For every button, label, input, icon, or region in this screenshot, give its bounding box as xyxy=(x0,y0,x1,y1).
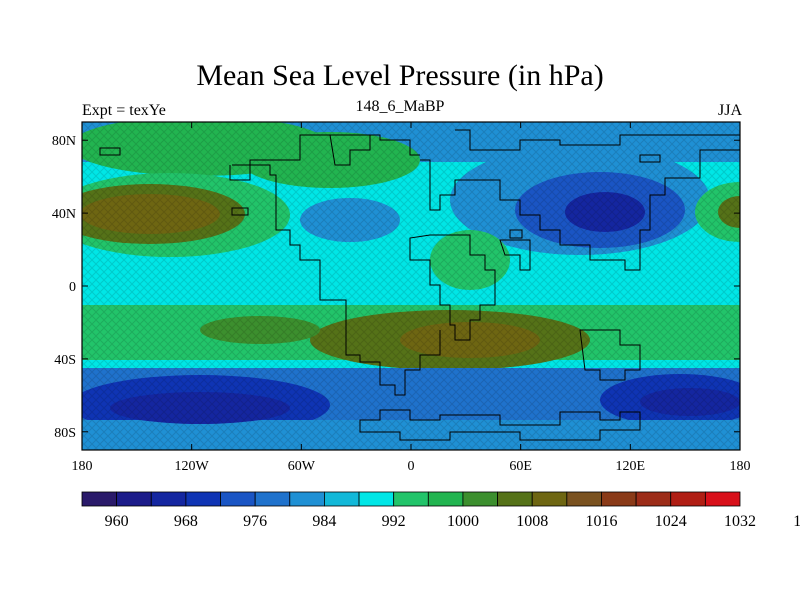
y-tick-label: 0 xyxy=(69,280,76,295)
x-tick-label: 180 xyxy=(72,459,93,474)
colorbar-swatch xyxy=(150,491,187,507)
y-tick-label: 80S xyxy=(54,426,76,441)
colorbar-swatch xyxy=(185,491,221,507)
coast-greenland xyxy=(329,134,371,166)
colorbar-swatch xyxy=(670,491,706,507)
colorbar-swatch xyxy=(116,491,152,507)
colorbar-label: 1000 xyxy=(447,513,479,530)
map-title: Mean Sea Level Pressure (in hPa) xyxy=(196,59,604,92)
colorbar-label: 1008 xyxy=(516,513,548,530)
colorbar-label: 960 xyxy=(105,513,129,530)
colorbar-label: 1016 xyxy=(585,513,617,530)
map-axes: 180 120W 60W 0 60E 120E 180 80N 40N 0 40S 80S xyxy=(52,122,751,474)
coast-islands xyxy=(99,147,661,239)
colorbar-swatch xyxy=(358,491,395,507)
colorbar-swatch xyxy=(81,491,118,507)
colorbar-swatch xyxy=(393,491,429,507)
colorbar-swatch xyxy=(462,491,498,507)
colorbar-swatch xyxy=(427,491,464,507)
colorbar-swatch xyxy=(704,491,741,507)
coast-europe-asia xyxy=(420,129,740,271)
coast-antarctica xyxy=(359,409,641,441)
colorbar-swatch xyxy=(635,491,672,507)
coast-americas xyxy=(232,164,441,396)
y-tick-label: 40N xyxy=(52,207,76,222)
season-label: JJA xyxy=(717,102,742,119)
coast-india xyxy=(499,239,531,271)
colorbar-label: 1024 xyxy=(655,513,687,530)
colorbar-swatch xyxy=(289,491,325,507)
colorbar-swatch xyxy=(601,491,637,507)
colorbar-label: 1040 xyxy=(793,513,800,530)
experiment-label: Expt = texYe xyxy=(82,102,166,119)
colorbar-swatch xyxy=(497,491,533,507)
field-hatching xyxy=(82,122,740,450)
x-tick-label: 120W xyxy=(175,459,210,474)
colorbar-swatch xyxy=(324,491,360,507)
coast-australia xyxy=(579,329,641,381)
colorbar-swatch xyxy=(220,491,256,507)
coast-north xyxy=(229,134,420,181)
pressure-field xyxy=(82,122,740,450)
time-label: 148_6_MaBP xyxy=(355,98,445,115)
colorbar-swatch xyxy=(566,491,602,507)
x-tick-label: 0 xyxy=(408,459,415,474)
x-tick-label: 180 xyxy=(730,459,751,474)
coastlines xyxy=(99,129,740,441)
x-tick-label: 60E xyxy=(509,459,532,474)
colorbar: 960 968 976 984 992 1000 1008 1016 1024 1032 1040 xyxy=(81,491,800,530)
x-tick-label: 120E xyxy=(616,459,646,474)
colorbar-label: 968 xyxy=(174,513,198,530)
colorbar-label: 992 xyxy=(382,513,406,530)
y-tick-label: 40S xyxy=(54,353,76,368)
y-tick-label: 80N xyxy=(52,134,76,149)
x-tick-label: 60W xyxy=(288,459,316,474)
colorbar-label: 984 xyxy=(312,513,336,530)
colorbar-swatch xyxy=(531,491,568,507)
colorbar-swatch xyxy=(254,491,291,507)
colorbar-label: 976 xyxy=(243,513,267,530)
coast-africa xyxy=(409,234,496,341)
colorbar-label: 1032 xyxy=(724,513,756,530)
